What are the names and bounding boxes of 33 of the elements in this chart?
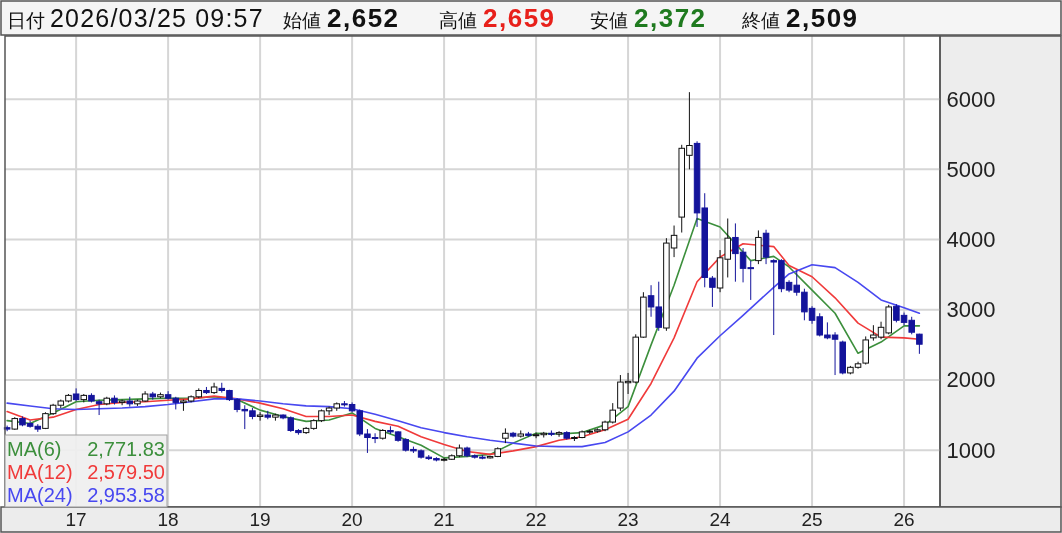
x-tick-label: 18 (157, 508, 179, 530)
title: 日付 2026/03/25 09:57 (7, 4, 264, 32)
header-item: 終値 2,509 (742, 3, 859, 33)
y-tick-label: 4000 (946, 227, 996, 253)
candlestick (72, 387, 80, 402)
candlestick (762, 229, 770, 265)
x-tick-label: 22 (525, 508, 547, 530)
y-tick-label: 6000 (946, 86, 996, 112)
x-tick-label: 25 (801, 508, 823, 530)
candlestick (709, 275, 716, 308)
legend-label: MA(24) (7, 483, 73, 506)
legend-value: 2,953.58 (87, 483, 165, 506)
x-tick-label: 23 (617, 508, 639, 530)
legend-value: 2,771.83 (87, 437, 165, 460)
x-tick-label: 20 (341, 508, 363, 530)
y-tick-label: 2000 (946, 367, 996, 393)
header-item: 始値 2,652 (283, 3, 400, 33)
y-tick-label: 5000 (946, 156, 996, 182)
candlestick (755, 229, 762, 265)
candlestick (555, 430, 563, 438)
x-tick-label: 17 (65, 508, 87, 530)
candlestick (256, 411, 264, 422)
y-tick-label: 3000 (946, 297, 996, 323)
x-tick-label: 21 (433, 508, 455, 530)
header-item: 高値 2,659 (439, 3, 556, 33)
header-item: 安値 2,372 (590, 3, 707, 33)
legend-label: MA(6) (7, 437, 62, 460)
x-tick-label: 24 (709, 508, 731, 530)
x-tick-label: 19 (249, 508, 271, 530)
y-tick-label: 1000 (946, 437, 996, 463)
legend-value: 2,579.50 (87, 460, 165, 483)
legend-label: MA(12) (7, 460, 73, 483)
x-tick-label: 26 (893, 508, 915, 530)
